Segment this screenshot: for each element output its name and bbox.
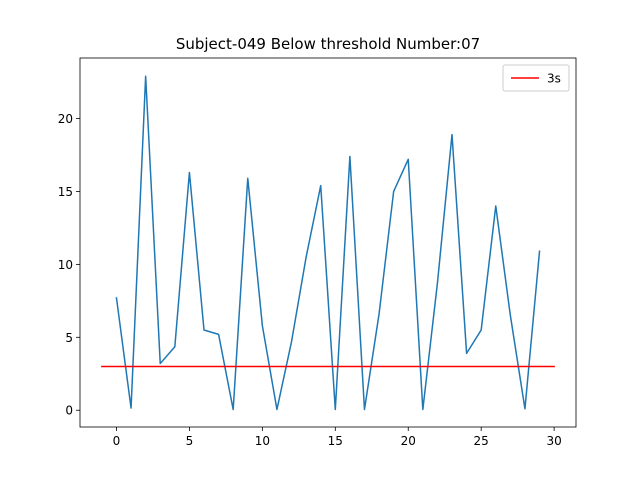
x-tick-label: 25 — [474, 434, 489, 448]
legend-label-3s: 3s — [547, 72, 561, 86]
axes-frame — [79, 57, 577, 428]
axes: 0 5 10 15 20 25 30 0 5 10 15 20 — [58, 57, 577, 448]
x-tick-label: 30 — [546, 434, 561, 448]
data-series-line — [115, 75, 541, 411]
y-tick-label: 0 — [65, 404, 73, 418]
x-tick-label: 0 — [113, 434, 121, 448]
y-tick-label: 10 — [58, 258, 73, 272]
plot-area — [101, 75, 555, 411]
x-tick-label: 10 — [255, 434, 270, 448]
y-tick-label: 20 — [58, 112, 73, 126]
y-tick-label: 5 — [65, 331, 73, 345]
chart-title: Subject-049 Below threshold Number:07 — [176, 35, 480, 53]
x-tick-label: 20 — [401, 434, 416, 448]
y-tick-label: 15 — [58, 185, 73, 199]
x-tick-label: 5 — [186, 434, 194, 448]
legend: 3s — [502, 64, 570, 92]
x-tick-label: 15 — [328, 434, 343, 448]
